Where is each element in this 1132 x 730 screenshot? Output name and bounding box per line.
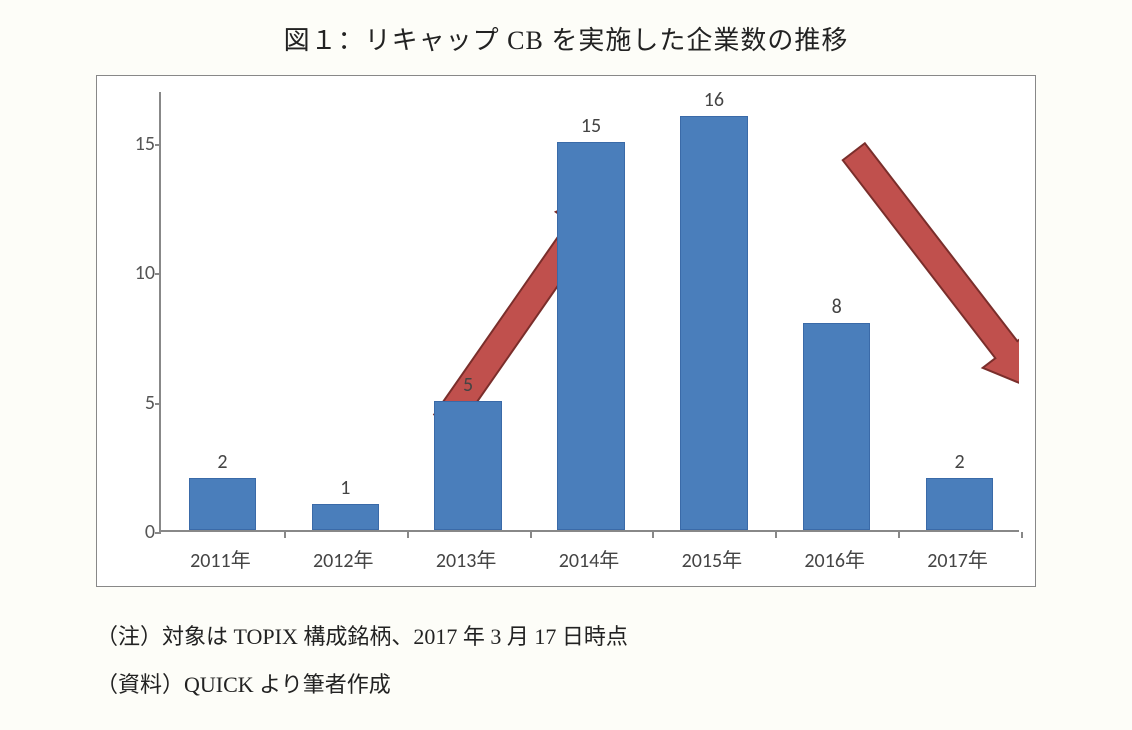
y-tick-label: 5	[115, 391, 155, 415]
bar: 2	[189, 478, 257, 530]
bar-value-label: 5	[434, 373, 502, 397]
x-tick-label: 2014年	[528, 544, 651, 573]
bar: 1	[312, 504, 380, 530]
chart-frame: 051015215151682 2011年2012年2013年2014年2015…	[96, 75, 1036, 587]
x-tick-label: 2015年	[650, 544, 773, 573]
y-tick-label: 15	[115, 132, 155, 156]
bar: 8	[803, 323, 871, 530]
bar-value-label: 1	[312, 476, 380, 500]
bar-value-label: 2	[189, 450, 257, 474]
bar-value-label: 15	[557, 114, 625, 138]
x-axis-labels: 2011年2012年2013年2014年2015年2016年2017年	[159, 534, 1019, 578]
footnote-source: （資料）QUICK より筆者作成	[96, 661, 1036, 709]
figure-title: 図１：リキャップ CB を実施した企業数の推移	[40, 20, 1092, 57]
y-tick-label: 10	[115, 261, 155, 285]
bar-value-label: 8	[803, 295, 871, 319]
bar: 2	[926, 478, 994, 530]
bar: 16	[680, 116, 748, 530]
x-tick-label: 2012年	[282, 544, 405, 573]
x-tick-label: 2017年	[896, 544, 1019, 573]
y-tick-label: 0	[115, 520, 155, 544]
plot-area: 051015215151682	[159, 92, 1019, 532]
footnote-note: （注）対象は TOPIX 構成銘柄、2017 年 3 月 17 日時点	[96, 613, 1036, 661]
x-tick-label: 2016年	[773, 544, 896, 573]
x-tick-label: 2013年	[405, 544, 528, 573]
bar: 5	[434, 401, 502, 530]
footnotes: （注）対象は TOPIX 構成銘柄、2017 年 3 月 17 日時点 （資料）…	[96, 613, 1036, 710]
bar: 15	[557, 142, 625, 530]
x-tick-label: 2011年	[159, 544, 282, 573]
bar-value-label: 2	[926, 450, 994, 474]
bar-value-label: 16	[680, 88, 748, 112]
